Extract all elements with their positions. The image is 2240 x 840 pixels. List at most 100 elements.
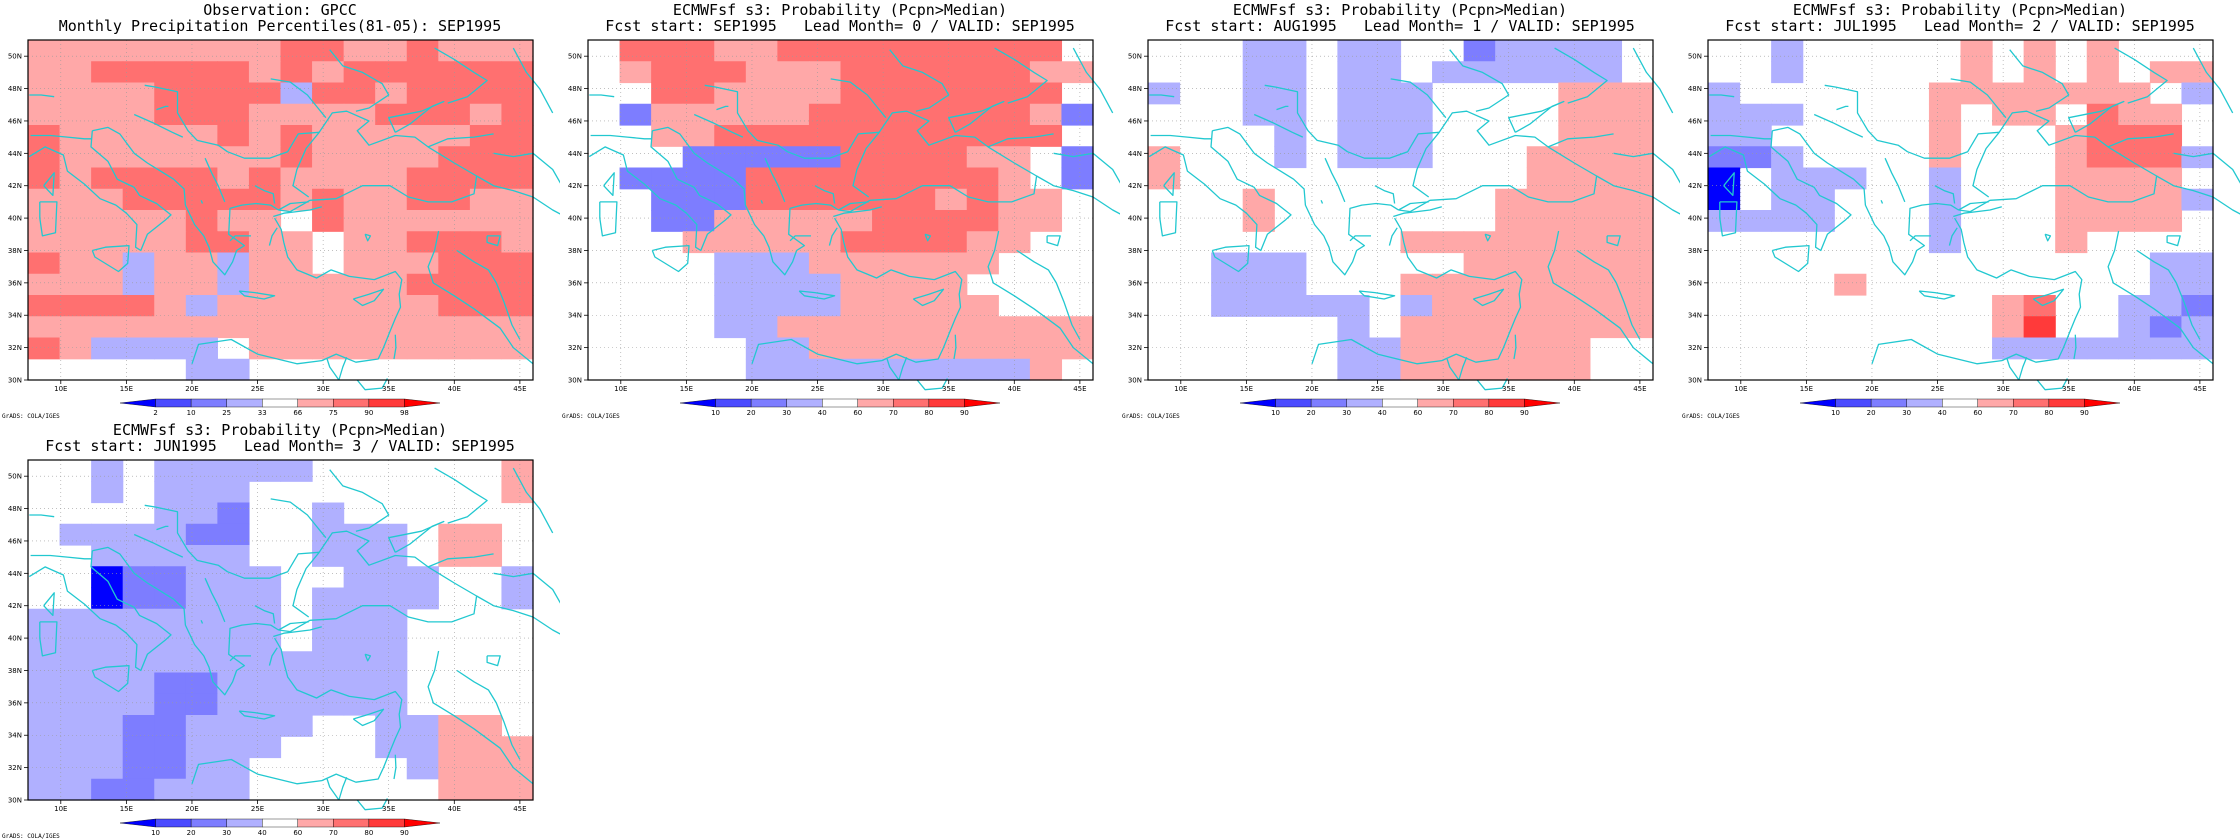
grid-cell	[777, 316, 810, 339]
grid-cell	[1337, 337, 1370, 360]
grid-cell	[2023, 295, 2056, 317]
grid-cell	[872, 82, 905, 105]
grid-cell	[343, 61, 376, 84]
grid-cell	[1708, 103, 1741, 126]
coastline	[254, 185, 276, 204]
grid-cell	[375, 608, 408, 631]
grid-cell	[91, 125, 124, 147]
lat-tick-label: 50N	[8, 473, 22, 481]
colorbar-label: 40	[1378, 409, 1387, 417]
coastline	[1324, 157, 1346, 203]
grid-cell	[91, 630, 124, 652]
grid-cell	[1771, 210, 1804, 232]
grid-cell	[91, 316, 124, 339]
grid-cell	[122, 316, 155, 339]
grid-cell	[1029, 82, 1063, 105]
coastline	[1953, 206, 2002, 218]
grid-cell	[91, 273, 124, 296]
coastline	[652, 126, 839, 276]
grid-cell	[248, 167, 282, 190]
grid-cell	[438, 545, 471, 567]
grid-cell	[935, 295, 968, 317]
coastline	[427, 553, 494, 568]
grid-cell	[343, 167, 376, 190]
grid-cell	[59, 651, 92, 674]
colorbar-label: 60	[1413, 409, 1422, 417]
grid-cell	[714, 273, 747, 296]
grid-cell	[682, 167, 715, 190]
lon-tick-label: 20E	[1865, 385, 1878, 393]
grid-cell	[840, 337, 873, 360]
grid-cell	[777, 82, 810, 105]
grid-cell	[248, 125, 282, 147]
coastline	[651, 244, 690, 273]
grid-cell	[903, 188, 936, 211]
coastline	[1211, 244, 1250, 273]
lat-tick-label: 40N	[1688, 215, 1702, 223]
grid-cell	[1558, 231, 1591, 254]
grid-cell	[28, 295, 61, 317]
coastline	[1884, 157, 1906, 203]
grid-cell	[59, 252, 92, 275]
grid-cell	[438, 295, 471, 317]
coastline	[29, 514, 55, 518]
lon-tick-label: 35E	[382, 805, 395, 813]
grid-cell	[217, 358, 250, 381]
colorbar-segment	[2013, 398, 2050, 408]
grid-cell	[935, 40, 968, 62]
grid-cell	[1400, 82, 1433, 105]
grid-cell	[375, 188, 408, 211]
coastline	[948, 100, 1005, 133]
coastline	[1320, 200, 1324, 204]
grid-cell	[154, 502, 187, 525]
coastline	[352, 708, 385, 727]
map-panel-lead-0: ECMWFsf s3: Probability (Pcpn>Median) Fc…	[560, 0, 1120, 420]
grid-cell	[217, 103, 250, 126]
colorbar-label: 66	[293, 409, 302, 417]
grid-cell	[619, 61, 652, 84]
grid-cell	[217, 502, 250, 525]
grid-cell	[1526, 252, 1559, 275]
coastline	[2044, 233, 2052, 242]
panel-subtitle: Fcst start: AUG1995 Lead Month= 1 / VALI…	[1165, 17, 1635, 35]
coastline	[987, 230, 1094, 365]
grid-cell	[280, 231, 313, 254]
grid-cell	[312, 146, 345, 169]
lon-tick-label: 25E	[251, 805, 264, 813]
grid-cell	[185, 210, 218, 232]
grid-cell	[248, 566, 282, 589]
grid-cell	[1495, 188, 1528, 211]
grid-cell	[469, 103, 503, 126]
grid-cell	[185, 252, 218, 275]
grid-cell	[1526, 358, 1559, 381]
grid-cell	[312, 587, 345, 610]
grid-cell	[1526, 273, 1559, 296]
grid-cell	[406, 295, 439, 317]
grid-cell	[501, 82, 534, 105]
grid-cell	[1432, 231, 1465, 254]
lat-tick-label: 48N	[8, 85, 22, 93]
grid-cell	[777, 167, 810, 190]
grid-cell	[154, 545, 187, 567]
grid-cell	[1432, 273, 1465, 296]
colorbar-label: 98	[400, 409, 409, 417]
grid-cell	[185, 337, 218, 360]
grid-cell	[406, 273, 439, 296]
grid-cell	[808, 103, 842, 126]
grid-cell	[651, 61, 684, 84]
grid-cell	[903, 125, 936, 147]
grid-cell	[2149, 103, 2183, 126]
grid-cell	[406, 316, 439, 339]
colorbar-segment	[155, 818, 192, 828]
grid-cell	[1061, 337, 1094, 360]
grid-cell	[375, 40, 408, 62]
coastline	[987, 133, 1054, 148]
grid-cell	[59, 146, 92, 169]
grid-cell	[1368, 358, 1402, 381]
grid-cell	[406, 210, 439, 232]
coastline	[760, 200, 764, 204]
grid-cell	[1739, 103, 1772, 126]
grid-cell	[1526, 210, 1559, 232]
grid-cell	[91, 460, 124, 482]
grid-cell	[1242, 273, 1275, 296]
